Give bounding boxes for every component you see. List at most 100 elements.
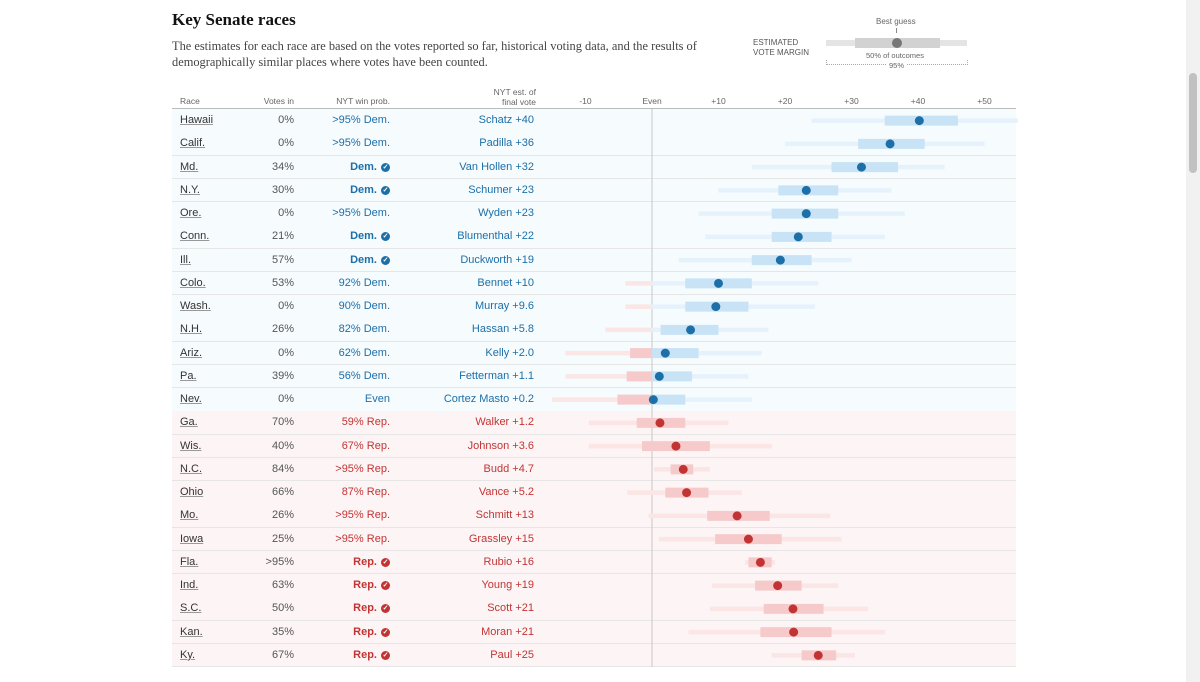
race-link[interactable]: Kan. — [180, 625, 203, 638]
key-95-label: 95% — [887, 61, 907, 70]
race-link[interactable]: Wash. — [180, 300, 211, 312]
race-link[interactable]: Calif. — [180, 137, 206, 150]
race-link[interactable]: N.C. — [180, 462, 202, 475]
race-called-check-icon: ✓ — [381, 557, 390, 567]
votes-in: 50% — [271, 602, 294, 615]
scrollbar-thumb[interactable] — [1189, 73, 1197, 173]
est-final-vote: Schumer +23 — [468, 183, 534, 196]
race-link[interactable]: Fla. — [180, 555, 199, 568]
win-prob-text: Rep. — [353, 579, 377, 591]
est-final-vote: Johnson +3.6 — [467, 439, 534, 452]
table-row: Ga. 70% 59% Rep. Walker +1.2 — [172, 411, 1016, 435]
race-link[interactable]: Conn. — [180, 230, 210, 243]
table-row: Ill. 57% Dem. ✓ Duckworth +19 — [172, 248, 1016, 272]
win-prob: 67% Rep. — [302, 440, 390, 452]
est-final-vote: Blumenthal +22 — [457, 230, 534, 243]
race-called-check-icon: ✓ — [381, 255, 390, 265]
table-row: Mo. 26% >95% Rep. Schmitt +13 — [172, 504, 1016, 528]
table-row: Ind. 63% Rep. ✓ Young +19 — [172, 574, 1016, 598]
key-label-line2: VOTE MARGIN — [753, 48, 810, 57]
est-final-vote: Hassan +5.8 — [471, 323, 534, 336]
key-best-guess-label: Best guess — [876, 17, 916, 26]
win-prob-text: >95% Dem. — [332, 207, 390, 219]
win-prob-text: Even — [364, 393, 390, 405]
votes-in: >95% — [265, 555, 294, 568]
win-prob-text: 82% Dem. — [338, 323, 390, 336]
x-tick-label: +50 — [977, 96, 992, 106]
win-prob: >95% Dem. — [302, 114, 390, 126]
votes-in: 0% — [278, 393, 294, 405]
race-link[interactable]: N.Y. — [180, 183, 200, 196]
header-est-final-vote: NYT est. of final vote — [472, 87, 536, 107]
votes-in: 0% — [278, 137, 294, 150]
win-prob: 62% Dem. — [302, 347, 390, 359]
win-prob: >95% Rep. — [302, 509, 390, 521]
table-row: Ariz. 0% 62% Dem. Kelly +2.0 — [172, 341, 1016, 365]
win-prob: 87% Rep. — [302, 486, 390, 498]
key-50-label: 50% of outcomes — [866, 51, 924, 60]
race-called-check-icon: ✓ — [381, 627, 390, 637]
table-row: Wash. 0% 90% Dem. Murray +9.6 — [172, 295, 1016, 319]
est-final-vote: Duckworth +19 — [460, 253, 534, 266]
votes-in: 34% — [271, 160, 294, 173]
win-prob: Rep. ✓ — [302, 602, 390, 614]
header-votes-in: Votes in — [263, 96, 294, 106]
win-prob: >95% Dem. — [302, 207, 390, 219]
table-row: Colo. 53% 92% Dem. Bennet +10 — [172, 271, 1016, 296]
race-link[interactable]: Ky. — [180, 648, 196, 661]
votes-in: 25% — [271, 532, 294, 545]
race-link[interactable]: Wis. — [180, 439, 202, 452]
page-title: Key Senate races — [172, 10, 296, 29]
win-prob-text: 67% Rep. — [341, 439, 390, 452]
table-row: Ky. 67% Rep. ✓ Paul +25 — [172, 643, 1016, 668]
race-link[interactable]: Pa. — [180, 369, 197, 382]
win-prob-text: Dem. — [350, 160, 377, 173]
est-final-vote: Bennet +10 — [477, 276, 534, 289]
votes-in: 35% — [271, 625, 294, 638]
race-called-check-icon: ✓ — [381, 650, 390, 660]
race-link[interactable]: Ga. — [180, 416, 198, 429]
win-prob-text: >95% Rep. — [335, 532, 390, 545]
votes-in: 0% — [278, 300, 294, 312]
win-prob-text: Dem. — [350, 253, 377, 266]
race-link[interactable]: Ohio — [180, 486, 204, 498]
race-link[interactable]: Iowa — [180, 532, 204, 545]
votes-in: 26% — [271, 509, 294, 522]
win-prob: 59% Rep. — [302, 416, 390, 428]
est-final-vote: Scott +21 — [487, 602, 534, 615]
x-tick-label: +10 — [711, 96, 726, 106]
race-called-check-icon: ✓ — [381, 232, 390, 242]
race-link[interactable]: N.H. — [180, 323, 202, 336]
race-link[interactable]: S.C. — [180, 602, 202, 615]
race-link[interactable]: Colo. — [180, 276, 206, 289]
table-row: Kan. 35% Rep. ✓ Moran +21 — [172, 620, 1016, 644]
win-prob: 92% Dem. — [302, 277, 390, 289]
votes-in: 67% — [271, 648, 294, 661]
key-label: ESTIMATED VOTE MARGIN — [753, 38, 809, 58]
table-row: Iowa 25% >95% Rep. Grassley +15 — [172, 527, 1016, 551]
race-link[interactable]: Ore. — [180, 207, 202, 219]
win-prob: Dem. ✓ — [302, 230, 390, 242]
win-prob: 56% Dem. — [302, 370, 390, 382]
race-called-check-icon: ✓ — [381, 581, 390, 590]
race-link[interactable]: Md. — [180, 160, 199, 173]
est-final-vote: Van Hollen +32 — [459, 160, 534, 173]
race-link[interactable]: Nev. — [180, 393, 202, 405]
race-link[interactable]: Hawaii — [180, 114, 214, 126]
win-prob: Dem. ✓ — [302, 184, 390, 196]
win-prob-text: 92% Dem. — [338, 276, 390, 289]
est-final-vote: Fetterman +1.1 — [459, 369, 534, 382]
race-link[interactable]: Ill. — [180, 253, 191, 266]
key-best-guess-tick — [896, 28, 897, 33]
race-link[interactable]: Ariz. — [180, 346, 202, 359]
est-final-vote: Wyden +23 — [478, 207, 534, 219]
win-prob-text: 59% Rep. — [341, 416, 390, 429]
race-link[interactable]: Mo. — [180, 509, 199, 522]
race-link[interactable]: Ind. — [180, 579, 199, 591]
win-prob-text: 62% Dem. — [338, 346, 390, 359]
page-subtitle: The estimates for each race are based on… — [172, 39, 697, 69]
votes-in: 84% — [271, 462, 294, 475]
win-prob: >95% Rep. — [302, 533, 390, 545]
est-final-vote: Cortez Masto +0.2 — [443, 393, 534, 405]
win-prob: Rep. ✓ — [302, 556, 390, 568]
